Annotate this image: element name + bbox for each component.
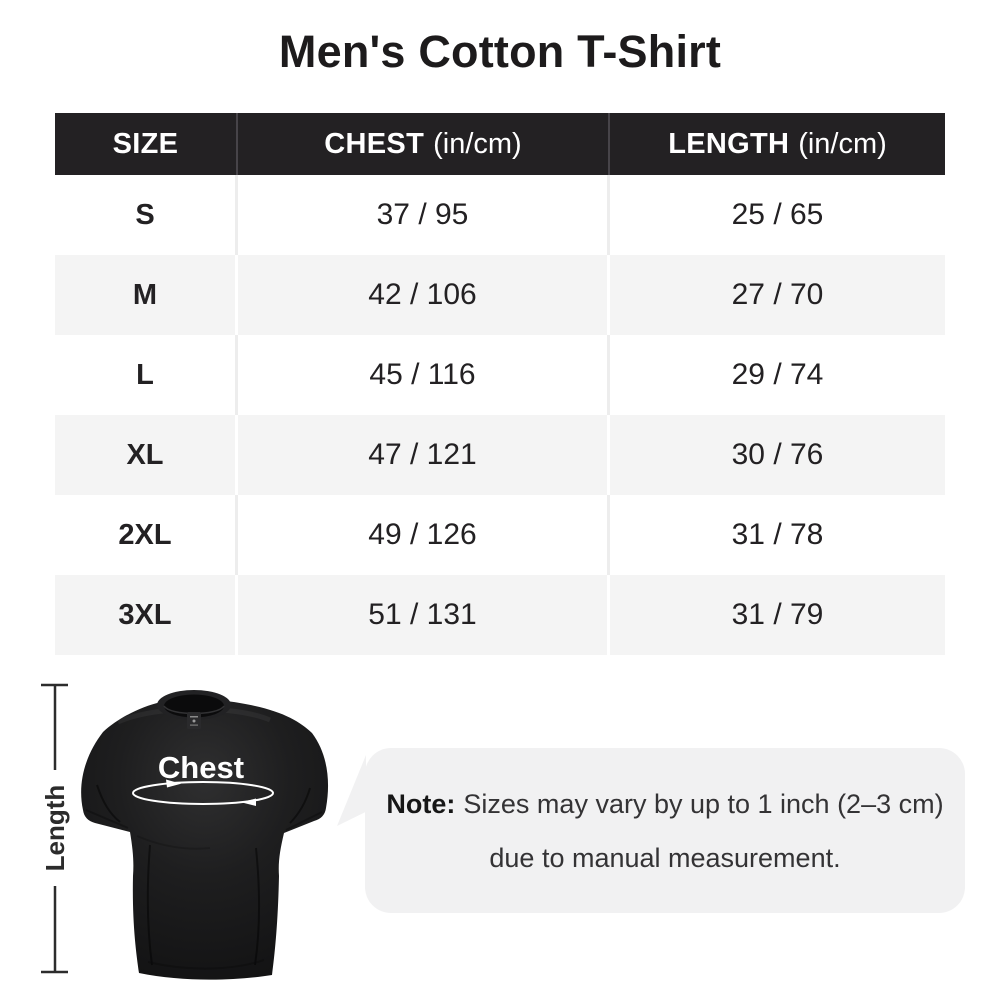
length-label: Length — [40, 785, 70, 872]
note-line-2: due to manual measurement. — [489, 842, 841, 873]
chest-value: 42 / 106 — [238, 255, 610, 335]
length-value: 27 / 70 — [610, 255, 945, 335]
page-title: Men's Cotton T-Shirt — [278, 26, 722, 77]
tshirt-body — [81, 701, 329, 980]
size-value: S — [55, 175, 238, 255]
chest-value: 45 / 116 — [238, 335, 610, 415]
header-size: SIZE — [55, 113, 238, 175]
chest-value: 51 / 131 — [238, 575, 610, 655]
chest-measure-ellipse — [132, 781, 274, 805]
chest-value: 49 / 126 — [238, 495, 610, 575]
header-chest: CHEST (in/cm) — [238, 113, 610, 175]
header-chest-label: CHEST — [324, 127, 425, 160]
note-line-1: Note: Sizes may vary by up to 1 inch (2–3… — [386, 789, 943, 819]
collar-brand-label — [187, 712, 201, 729]
note-prefix: Note: — [386, 788, 456, 819]
header-length-label: LENGTH — [668, 127, 790, 160]
header-length-unit: (in/cm) — [798, 127, 887, 160]
length-indicator — [41, 683, 68, 974]
note-bubble: Note: Sizes may vary by up to 1 inch (2–3… — [365, 748, 965, 913]
size-value: 2XL — [55, 495, 238, 575]
header-length: LENGTH (in/cm) — [610, 113, 945, 175]
size-value: XL — [55, 415, 238, 495]
tshirt-wrinkles — [85, 784, 323, 970]
chest-arrow-left — [241, 798, 256, 806]
size-table: SIZE CHEST (in/cm) LENGTH (in/cm) S 37 /… — [55, 113, 945, 655]
length-value: 30 / 76 — [610, 415, 945, 495]
header-chest-unit: (in/cm) — [433, 127, 522, 160]
size-value: 3XL — [55, 575, 238, 655]
chest-label: Chest — [158, 750, 244, 785]
length-value: 31 / 78 — [610, 495, 945, 575]
length-value: 31 / 79 — [610, 575, 945, 655]
size-value: L — [55, 335, 238, 415]
chest-value: 47 / 121 — [238, 415, 610, 495]
note-text-1: Sizes may vary by up to 1 inch (2–3 cm) — [463, 788, 944, 819]
tshirt-measurement-diagram: Length Chest — [40, 683, 329, 980]
chest-value: 37 / 95 — [238, 175, 610, 255]
length-value: 29 / 74 — [610, 335, 945, 415]
size-value: M — [55, 255, 238, 335]
length-value: 25 / 65 — [610, 175, 945, 255]
tshirt-image: Chest — [81, 690, 329, 980]
chest-arrow-right — [166, 779, 181, 788]
